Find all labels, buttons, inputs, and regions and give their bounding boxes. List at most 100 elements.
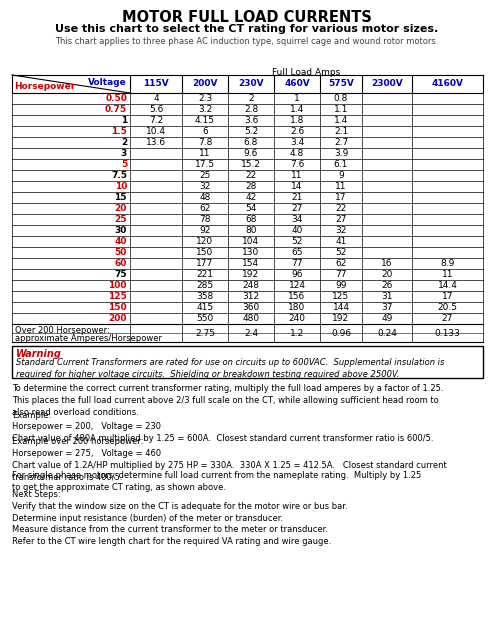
Text: 20: 20 [115,204,127,213]
Text: 125: 125 [108,292,127,301]
Text: 62: 62 [335,259,346,268]
Text: 5.2: 5.2 [244,127,258,136]
Text: 125: 125 [333,292,349,301]
Text: 312: 312 [243,292,259,301]
Text: 9: 9 [338,171,344,180]
Text: 11: 11 [335,182,347,191]
Text: 192: 192 [243,270,259,279]
Text: 60: 60 [115,259,127,268]
Text: 20: 20 [381,270,393,279]
Text: 10: 10 [115,182,127,191]
Text: Full Load Amps: Full Load Amps [272,68,341,77]
Text: 358: 358 [197,292,214,301]
Text: 460V: 460V [284,79,310,88]
Text: 65: 65 [291,248,303,257]
Text: 200: 200 [108,314,127,323]
Text: 2.3: 2.3 [198,94,212,103]
Text: 9.6: 9.6 [244,149,258,158]
Text: 0.75: 0.75 [105,105,127,114]
Text: 17: 17 [442,292,453,301]
Text: 52: 52 [292,237,302,246]
Text: 360: 360 [243,303,259,312]
Text: 34: 34 [292,215,302,224]
Text: 31: 31 [381,292,393,301]
Text: Example:
Horsepower = 200,   Voltage = 230
Chart value of 480A multiplied by 1.2: Example: Horsepower = 200, Voltage = 230… [12,410,434,443]
Text: Use this chart to select the CT rating for various motor sizes.: Use this chart to select the CT rating f… [55,24,439,34]
Text: 80: 80 [245,226,257,235]
Text: 550: 550 [197,314,214,323]
Text: 130: 130 [243,248,259,257]
Text: 2.1: 2.1 [334,127,348,136]
Text: Warning: Warning [16,349,62,359]
Text: 52: 52 [335,248,346,257]
Text: 200V: 200V [192,79,218,88]
Text: Over 200 Horsepower:: Over 200 Horsepower: [15,326,110,335]
Text: 41: 41 [335,237,346,246]
Text: 11: 11 [442,270,453,279]
Text: 285: 285 [197,281,213,290]
Text: 40: 40 [292,226,302,235]
Text: 2300V: 2300V [371,79,403,88]
Text: 2: 2 [121,138,127,147]
Text: 30: 30 [115,226,127,235]
Text: 0.96: 0.96 [331,328,351,337]
Text: 104: 104 [243,237,259,246]
Text: 25: 25 [114,215,127,224]
Text: 27: 27 [335,215,346,224]
Text: 156: 156 [289,292,305,301]
Text: 78: 78 [199,215,211,224]
Text: For single phase motors, determine full load current from the nameplate rating. : For single phase motors, determine full … [12,471,421,492]
Text: 25: 25 [199,171,211,180]
Text: 49: 49 [381,314,393,323]
Text: 4.8: 4.8 [290,149,304,158]
Text: 15.2: 15.2 [241,160,261,169]
Text: 11: 11 [199,149,211,158]
Text: 37: 37 [381,303,393,312]
Text: 48: 48 [199,193,211,202]
Text: 32: 32 [199,182,211,191]
Text: 2.6: 2.6 [290,127,304,136]
Text: 40: 40 [114,237,127,246]
Text: 5: 5 [121,160,127,169]
Text: 230V: 230V [238,79,264,88]
Bar [12,346,483,378]
Text: 2.8: 2.8 [244,105,258,114]
Text: 54: 54 [246,204,257,213]
Text: Next Steps:
Verify that the window size on the CT is adequate for the motor wire: Next Steps: Verify that the window size … [12,490,347,546]
Text: Horsepower: Horsepower [14,82,75,91]
Text: 5.6: 5.6 [149,105,163,114]
Text: 21: 21 [292,193,302,202]
Text: 240: 240 [289,314,305,323]
Text: 4: 4 [153,94,159,103]
Text: 150: 150 [108,303,127,312]
Text: 154: 154 [243,259,259,268]
Text: 17.5: 17.5 [195,160,215,169]
Text: 22: 22 [336,204,346,213]
Text: 42: 42 [246,193,256,202]
Text: MOTOR FULL LOAD CURRENTS: MOTOR FULL LOAD CURRENTS [122,10,372,25]
Text: 7.8: 7.8 [198,138,212,147]
Text: 77: 77 [291,259,303,268]
Text: 92: 92 [199,226,211,235]
Text: 1.4: 1.4 [290,105,304,114]
Text: 0.8: 0.8 [334,94,348,103]
Text: 150: 150 [197,248,214,257]
Text: This chart applies to three phase AC induction type, squirrel cage and wound rot: This chart applies to three phase AC ind… [55,37,439,46]
Text: 77: 77 [335,270,347,279]
Text: 1.2: 1.2 [290,328,304,337]
Text: Voltage: Voltage [88,78,127,87]
Text: 6: 6 [202,127,208,136]
Text: 8.9: 8.9 [441,259,455,268]
Text: 26: 26 [381,281,393,290]
Text: 0.50: 0.50 [105,94,127,103]
Text: 4.15: 4.15 [195,116,215,125]
Text: 3: 3 [121,149,127,158]
Text: 3.4: 3.4 [290,138,304,147]
Text: 6.1: 6.1 [334,160,348,169]
Text: 99: 99 [335,281,347,290]
Text: 480: 480 [243,314,259,323]
Text: 27: 27 [442,314,453,323]
Text: 3.9: 3.9 [334,149,348,158]
Text: 0.133: 0.133 [435,328,460,337]
Text: 10.4: 10.4 [146,127,166,136]
